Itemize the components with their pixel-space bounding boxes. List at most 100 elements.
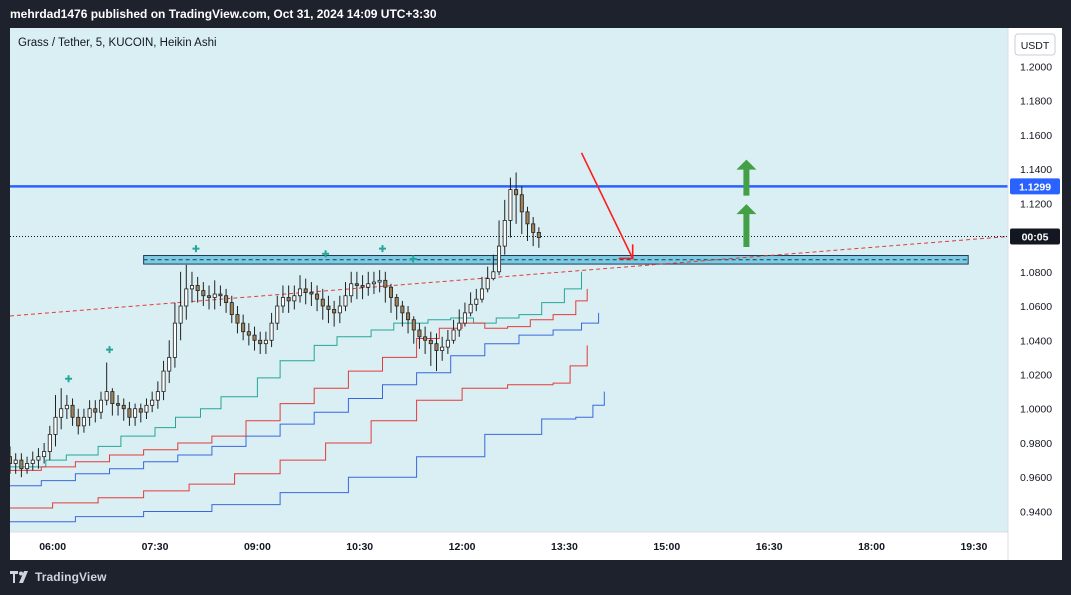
chart-frame[interactable]: 1.2000 1.1800 1.1600 1.1400 1.1200 1.0800 1.06… [10, 28, 1062, 560]
candle-body [303, 288, 308, 293]
candle [411, 316, 416, 344]
candle [389, 283, 394, 313]
candle [502, 199, 507, 255]
candle [400, 300, 405, 327]
candle [337, 295, 342, 324]
x-tick-label: 19:30 [960, 541, 987, 553]
candle-body [468, 303, 473, 314]
candle [70, 398, 75, 426]
candle [212, 280, 217, 310]
candle-body [457, 322, 462, 331]
candle-body [241, 322, 246, 333]
candle [309, 282, 314, 307]
candle [81, 408, 86, 433]
candle [42, 442, 47, 464]
candle [445, 329, 450, 354]
candle-body [371, 281, 376, 285]
plus-marker [65, 375, 73, 383]
candle-body [292, 295, 297, 302]
candle-body [508, 189, 513, 221]
candle-body [354, 283, 359, 286]
candle-body [400, 305, 405, 314]
candle-body [269, 322, 274, 341]
price-axis[interactable] [1008, 28, 1062, 560]
candle-body [366, 283, 371, 288]
candle [19, 453, 24, 478]
candle [36, 448, 41, 469]
candle [377, 270, 382, 293]
candle [485, 266, 490, 293]
plot-background[interactable] [10, 28, 1008, 532]
candle-body [207, 295, 212, 298]
candle [434, 333, 439, 372]
candle-body [315, 293, 320, 300]
arrows-layer [580, 152, 757, 260]
candle [263, 331, 268, 354]
currency-button[interactable]: USDT [1014, 33, 1056, 56]
countdown-badge-bg [1010, 228, 1060, 245]
candle-body [150, 399, 155, 406]
candle-body [497, 245, 502, 273]
candle [343, 282, 348, 312]
candle [184, 264, 189, 320]
candle-body [411, 319, 416, 331]
candle [30, 451, 35, 471]
candle-body [30, 459, 35, 464]
candle-body [178, 305, 183, 324]
red-arrow-head [618, 244, 634, 260]
candle [155, 381, 160, 409]
x-tick-label: 13:30 [551, 541, 578, 553]
candle-body [138, 408, 143, 413]
candle [462, 302, 467, 327]
candle [349, 271, 354, 303]
candle [474, 288, 479, 312]
candle [497, 220, 502, 276]
candle-body [298, 288, 303, 297]
candle [87, 400, 92, 426]
channel-red-band-upper [10, 288, 588, 471]
candle-body [47, 434, 52, 452]
candle [468, 292, 473, 317]
candle-body [383, 279, 388, 288]
y-tick-label: 1.0400 [1020, 335, 1052, 347]
candle [229, 295, 234, 324]
x-tick-label: 16:30 [756, 541, 783, 553]
plus-marker [192, 245, 200, 253]
candle [275, 295, 280, 330]
candle [201, 282, 206, 307]
candle-body [42, 451, 47, 458]
x-tick-label: 15:00 [653, 541, 680, 553]
candle [320, 288, 325, 320]
candle-body [121, 404, 126, 410]
candle-body [59, 408, 64, 418]
x-tick-label: 06:00 [39, 541, 66, 553]
candle-body [93, 408, 98, 413]
candle-body [10, 456, 13, 464]
candle [360, 275, 365, 300]
price-chart[interactable]: 1.2000 1.1800 1.1600 1.1400 1.1200 1.0800 1.06… [10, 28, 1062, 560]
candle-body [25, 463, 30, 470]
candle [241, 314, 246, 341]
candle-body [394, 297, 399, 307]
candle [394, 294, 399, 320]
level-lines [10, 185, 1008, 238]
candle [371, 271, 376, 295]
candle [10, 446, 13, 474]
candle [207, 285, 212, 310]
y-tick-label: 0.9600 [1020, 472, 1052, 484]
footer-brand[interactable]: TradingView [10, 567, 107, 587]
candle-body [360, 285, 365, 288]
time-axis[interactable] [10, 532, 1008, 560]
y-tick-label: 1.2000 [1020, 61, 1052, 73]
candle-body [326, 305, 331, 310]
candle [252, 326, 257, 351]
candle [76, 408, 81, 435]
candle [178, 271, 183, 341]
candle-body [36, 456, 41, 461]
candle-body [474, 298, 479, 305]
candles [10, 172, 541, 478]
y-tick-label: 0.9400 [1020, 506, 1052, 518]
candle-body [491, 271, 496, 280]
chart-title: Grass / Tether, 5, KUCOIN, Heikin Ashi [18, 37, 217, 49]
y-tick-label: 1.0000 [1020, 404, 1052, 416]
